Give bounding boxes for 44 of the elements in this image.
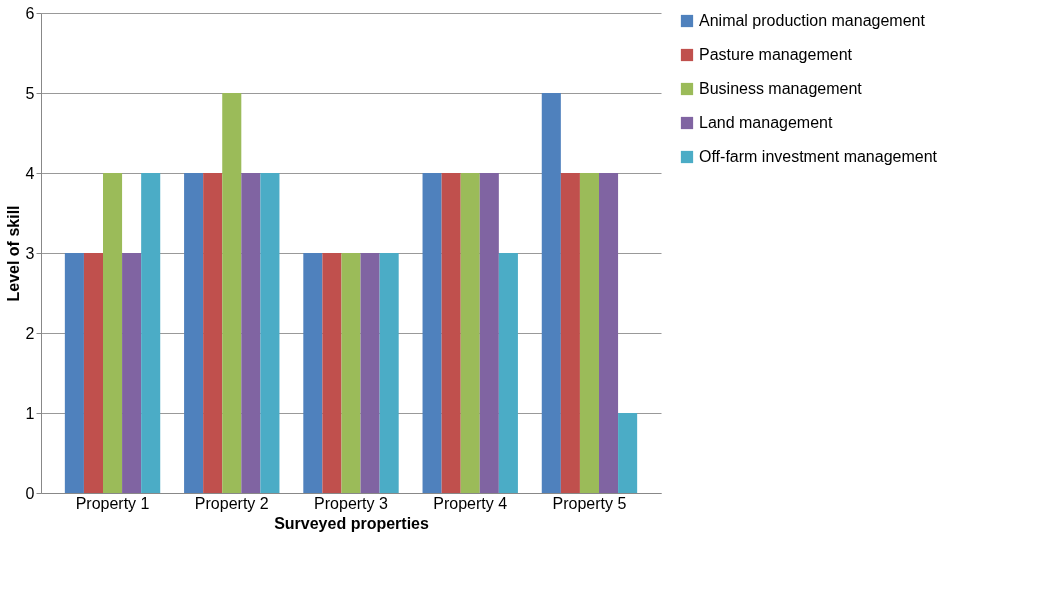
bar (103, 173, 123, 493)
bar (422, 173, 442, 493)
legend-label: Animal production management (699, 12, 926, 29)
bar (341, 253, 361, 493)
x-tick-label: Property 3 (314, 494, 389, 512)
bar (599, 173, 619, 493)
y-tick-label: 3 (25, 244, 35, 262)
y-tick-label: 4 (25, 164, 35, 182)
bar (618, 413, 638, 493)
bar (241, 173, 261, 493)
bar (303, 253, 323, 493)
legend-label: Land management (699, 114, 833, 131)
x-tick-label: Property 5 (552, 494, 627, 512)
x-tick-label: Property 4 (433, 494, 508, 512)
legend-label: Business management (699, 80, 863, 97)
bar (203, 173, 223, 493)
bar (222, 93, 242, 493)
legend-label: Off-farm investment management (699, 148, 938, 165)
bar (441, 173, 461, 493)
y-tick-label: 0 (25, 484, 35, 502)
bar (122, 253, 142, 493)
legend-label: Pasture management (699, 46, 853, 63)
y-tick-label: 1 (25, 404, 35, 422)
bar (322, 253, 342, 493)
bar (479, 173, 499, 493)
bar (184, 173, 204, 493)
bar (260, 173, 280, 493)
x-tick-label: Property 2 (194, 494, 269, 512)
x-tick-label: Property 1 (75, 494, 150, 512)
bar (64, 253, 84, 493)
bar (560, 173, 580, 493)
bar (360, 253, 380, 493)
y-tick-label: 6 (25, 4, 35, 22)
bar (83, 253, 103, 493)
y-tick-label: 2 (25, 324, 35, 342)
bar (460, 173, 480, 493)
y-axis-title: Level of skill (4, 205, 22, 302)
bar (141, 173, 161, 493)
bar (379, 253, 399, 493)
y-tick-label: 5 (25, 84, 35, 102)
bar (541, 93, 561, 493)
bar (498, 253, 518, 493)
bar (579, 173, 599, 493)
x-axis-title: Surveyed properties (274, 514, 429, 532)
